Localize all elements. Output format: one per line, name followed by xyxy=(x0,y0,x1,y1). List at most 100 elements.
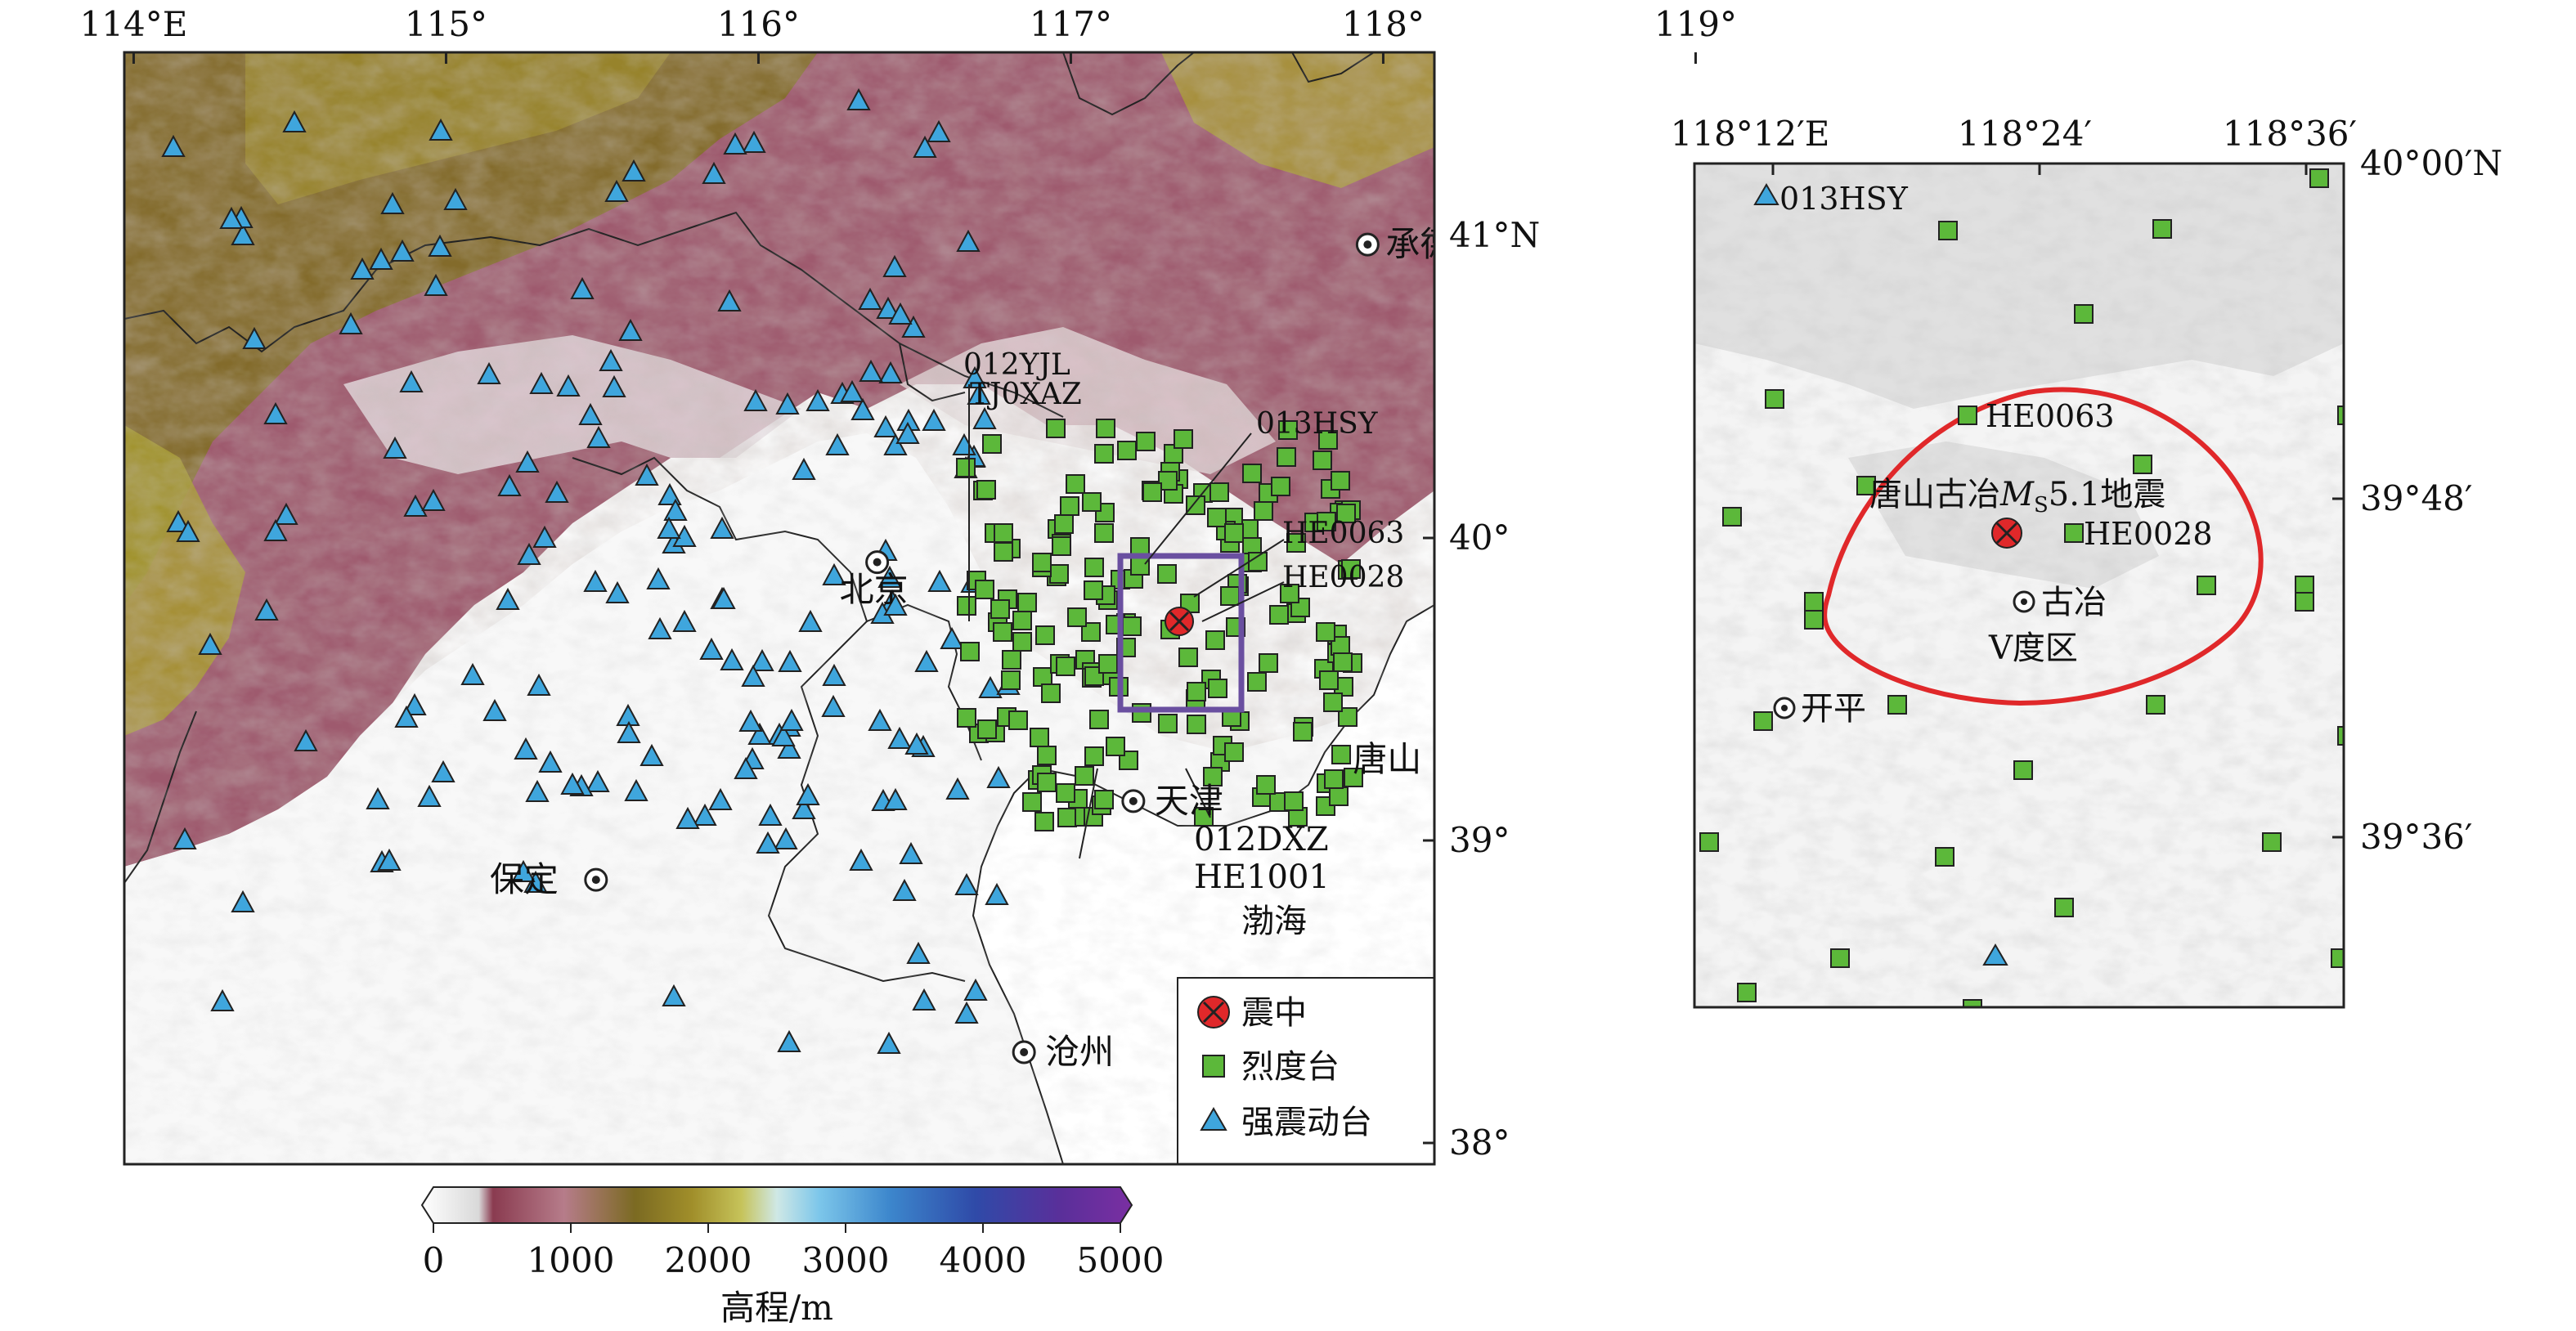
right-intensity-station xyxy=(2295,592,2314,612)
strong-motion-station xyxy=(294,728,318,751)
right-intensity-station xyxy=(1856,476,1876,495)
strong-motion-station xyxy=(517,542,541,565)
strong-motion-station xyxy=(635,463,659,486)
right-intensity-station xyxy=(2074,304,2094,324)
right-hillshade xyxy=(1694,164,2344,1007)
strong-motion-station xyxy=(662,984,686,1006)
strong-motion-station xyxy=(792,796,816,819)
strong-motion-station xyxy=(822,663,846,686)
study-area-box xyxy=(1117,553,1245,713)
strong-motion-station xyxy=(242,326,267,349)
strong-motion-station xyxy=(460,662,485,685)
strong-motion-station xyxy=(792,457,816,480)
strong-motion-station xyxy=(350,257,375,280)
intensity-station xyxy=(1030,728,1049,747)
intensity-station xyxy=(1122,616,1142,636)
right-intensity-station xyxy=(1958,406,1977,425)
strong-motion-station xyxy=(741,664,765,687)
strong-motion-station xyxy=(821,694,846,717)
station-label-HE0028: HE0028 xyxy=(1282,561,1404,594)
intensity-station xyxy=(1271,477,1290,496)
intensity-station xyxy=(1336,504,1356,523)
city-label: 天津 xyxy=(1155,781,1223,821)
intensity-station xyxy=(1094,444,1114,464)
strong-motion-station xyxy=(366,786,390,809)
city-label: 沧州 xyxy=(1045,1032,1114,1072)
strong-motion-station xyxy=(850,397,875,420)
strong-motion-station xyxy=(882,254,907,277)
right-label-earthquake: 唐山古冶MS5.1地震 xyxy=(1869,476,2165,518)
lat-tick-label: 39° xyxy=(1449,820,1510,860)
strong-motion-station xyxy=(868,708,892,731)
strong-motion-station xyxy=(570,276,595,299)
strong-motion-station xyxy=(622,159,646,182)
strong-motion-station xyxy=(720,648,744,670)
intensity-station xyxy=(1174,429,1193,449)
right-intensity-station xyxy=(1722,507,1742,527)
elevation-colorbar: 0 1000 2000 3000 4000 5000 高程/m xyxy=(420,1186,1164,1328)
right-intensity-station xyxy=(2133,455,2152,474)
intensity-stations xyxy=(956,419,1363,831)
strong-motion-station xyxy=(796,782,820,805)
lat-tick-label: 40° xyxy=(1449,518,1510,558)
intensity-station xyxy=(1084,580,1103,600)
intensity-station xyxy=(957,708,976,728)
strong-motion-station xyxy=(901,315,926,338)
strong-motion-station xyxy=(710,516,734,539)
strong-motion-station xyxy=(777,1029,801,1052)
right-intensity-station xyxy=(2309,168,2329,188)
city-label: 承德 xyxy=(1385,224,1454,264)
strong-motion-station xyxy=(699,637,724,660)
strong-motion-station xyxy=(972,406,997,429)
intensity-station xyxy=(1096,419,1115,438)
left-latitude-ticks: 41°N 40° 39° 38° xyxy=(1423,215,1540,1163)
right-intensity-station xyxy=(1938,221,1958,240)
intensity-zone-V xyxy=(1822,387,2264,706)
strong-motion-station xyxy=(417,784,442,807)
strong-motion-station xyxy=(912,988,936,1011)
intensity-station xyxy=(1142,482,1162,502)
strong-motion-station xyxy=(858,287,882,310)
strong-motion-station xyxy=(940,626,964,649)
strong-motion-station xyxy=(529,371,554,394)
city-marker-dot xyxy=(1020,1048,1029,1056)
intensity-station xyxy=(977,719,997,739)
strong-motion-station xyxy=(428,234,452,257)
intensity-station xyxy=(1242,464,1262,483)
right-intensity-station xyxy=(2054,898,2074,917)
colorbar-tick-label: 1000 xyxy=(527,1240,615,1280)
intensity-station xyxy=(1075,766,1094,786)
right-lat-tick-2: 39°48′ xyxy=(2360,478,2472,518)
intensity-station xyxy=(1280,584,1299,603)
intensity-station xyxy=(1117,441,1137,460)
strong-motion-station xyxy=(775,392,800,415)
right-intensity-station xyxy=(2262,832,2282,852)
intensity-station xyxy=(1293,722,1313,742)
intensity-station xyxy=(1084,558,1104,577)
strong-motion-station xyxy=(514,737,538,760)
strong-motion-station xyxy=(390,239,415,262)
strong-motion-station xyxy=(482,698,507,721)
intensity-station xyxy=(1081,622,1101,642)
label-leader-lines xyxy=(968,384,1285,859)
strong-motion-station xyxy=(173,827,197,849)
intensity-station xyxy=(1203,767,1223,786)
intensity-station xyxy=(1082,492,1102,512)
intensity-station xyxy=(1323,692,1343,712)
intensity-station xyxy=(1313,450,1332,470)
intensity-station xyxy=(1269,605,1289,625)
right-intensity-station xyxy=(1963,999,1982,1007)
intensity-station xyxy=(1256,775,1276,795)
intensity-station xyxy=(1286,533,1306,553)
sea-label-bohai: 渤海 xyxy=(1241,903,1307,940)
strong-motion-station xyxy=(779,708,804,731)
intensity-station xyxy=(1089,710,1109,729)
right-map-ticks xyxy=(1771,162,2344,839)
colorbar-tick-label: 0 xyxy=(423,1240,445,1280)
intensity-station xyxy=(1034,812,1054,831)
intensity-station xyxy=(1037,773,1057,792)
strong-motion-station xyxy=(738,709,763,732)
right-intensity-station xyxy=(2146,695,2165,715)
intensity-station xyxy=(1012,632,1032,652)
strong-motion-station xyxy=(282,110,307,132)
